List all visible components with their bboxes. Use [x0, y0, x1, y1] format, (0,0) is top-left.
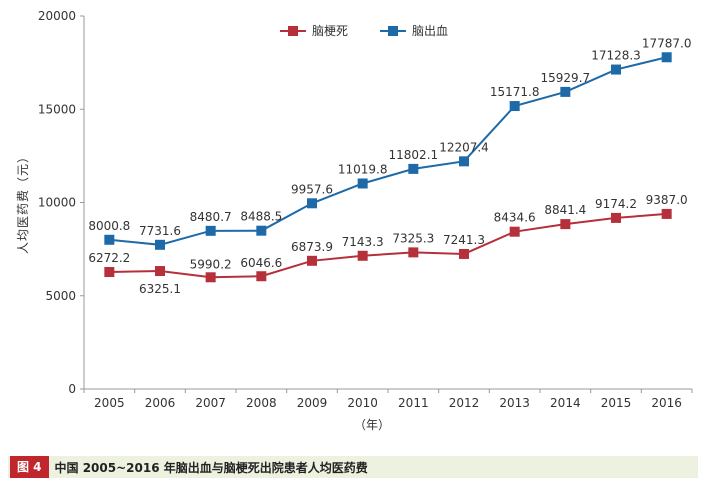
y-tick-label: 10000 [38, 196, 76, 210]
data-label: 9957.6 [291, 182, 333, 196]
data-label: 17128.3 [591, 49, 641, 63]
y-ticks: 0 5000 10000 15000 20000 [38, 9, 84, 396]
x-tick-label: 2016 [651, 396, 682, 410]
legend-label: 脑出血 [412, 24, 448, 38]
series-1-point [357, 250, 368, 261]
series-1-point [155, 266, 165, 277]
data-label: 12207.4 [439, 140, 489, 154]
figure-caption: 图 4 中国 2005~2016 年脑出血与脑梗死出院患者人均医药费 [8, 456, 698, 478]
y-tick-label: 20000 [38, 9, 76, 23]
data-label: 15929.7 [541, 71, 591, 85]
series-2-point [155, 239, 165, 250]
data-label: 11802.1 [389, 148, 439, 162]
x-ticks: 2005 2006 2007 2008 2009 2010 2011 2012 2013 2014… [83, 389, 693, 410]
x-tick-label: 2013 [499, 396, 530, 410]
y-tick-label: 15000 [38, 102, 76, 116]
legend: 脑梗死 脑出血 [280, 23, 448, 38]
data-label: 6046.6 [240, 256, 282, 270]
x-tick-label: 2015 [601, 396, 632, 410]
series-line-2 [109, 56, 667, 246]
series-1-point [560, 219, 571, 230]
legend-marker [288, 26, 298, 36]
x-tick-label: 2014 [550, 396, 581, 410]
series-1-point [104, 267, 115, 278]
data-labels: 6272.2 6325.1 5990.2 6046.6 6873.9 7143.3 7325… [88, 36, 691, 296]
series-1-point [459, 248, 469, 259]
data-label: 6873.9 [291, 240, 333, 254]
data-label: 5990.2 [190, 257, 232, 271]
x-axis-label: （年） [354, 418, 390, 432]
x-tick-label: 2005 [94, 396, 125, 410]
data-label: 11019.8 [338, 162, 388, 176]
data-label: 6272.2 [88, 251, 130, 265]
series-2-point [256, 225, 267, 236]
x-tick-label: 2012 [449, 396, 480, 410]
series-1-point [205, 272, 216, 283]
series-2-point [509, 101, 520, 112]
data-label: 7143.3 [342, 235, 384, 249]
legend-label: 脑梗死 [312, 23, 348, 38]
series-2-point [611, 64, 621, 75]
y-tick-label: 0 [68, 382, 76, 396]
data-label: 8000.8 [88, 219, 130, 233]
data-label: 6325.1 [139, 282, 181, 296]
series-1-point [307, 255, 317, 266]
series-line-1 [109, 212, 667, 279]
data-label: 7241.3 [443, 233, 485, 247]
series-1-point [509, 226, 520, 237]
series-2-point [104, 234, 115, 245]
data-label: 17787.0 [642, 36, 692, 50]
series-layer [104, 52, 672, 283]
data-label: 15171.8 [490, 85, 540, 99]
y-tick-label: 5000 [45, 289, 76, 303]
series-2-point [205, 225, 216, 236]
series-2-point [661, 52, 672, 63]
data-label: 9174.2 [595, 197, 637, 211]
series-1-point [408, 247, 419, 258]
series-2-point [357, 178, 368, 189]
figure-badge: 图 4 [10, 456, 49, 478]
series-1-point [256, 271, 267, 282]
series-1-point [661, 208, 672, 219]
x-tick-label: 2006 [145, 396, 176, 410]
series-2-point [459, 156, 469, 167]
figure-title: 中国 2005~2016 年脑出血与脑梗死出院患者人均医药费 [54, 460, 368, 475]
x-tick-label: 2011 [398, 396, 429, 410]
data-label: 7325.3 [392, 231, 434, 245]
x-tick-label: 2009 [297, 396, 328, 410]
y-axis-label: 人均医药费（元） [16, 150, 30, 254]
x-tick-label: 2010 [347, 396, 378, 410]
data-label: 8841.4 [544, 203, 586, 217]
x-tick-label: 2008 [246, 396, 277, 410]
data-label: 8434.6 [494, 211, 536, 225]
series-1-point [611, 212, 621, 223]
series-2-point [307, 198, 317, 209]
data-label: 7731.6 [139, 224, 181, 238]
data-label: 8480.7 [190, 210, 232, 224]
legend-marker [388, 26, 398, 36]
x-tick-label: 2007 [195, 396, 226, 410]
series-2-point [408, 163, 419, 174]
data-label: 9387.0 [646, 193, 688, 207]
series-2-point [560, 86, 571, 97]
data-label: 8488.5 [240, 210, 282, 224]
